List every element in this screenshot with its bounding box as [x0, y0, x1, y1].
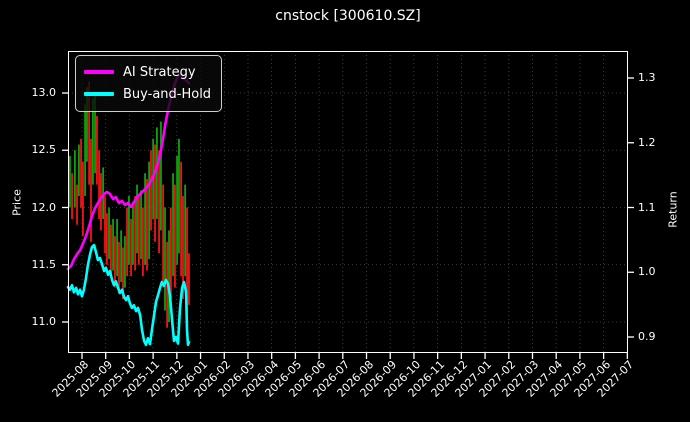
chart-title: cnstock [300610.SZ] — [275, 8, 421, 24]
price-tick-label: 12.5 — [31, 143, 57, 157]
buy-and-hold-line — [66, 243, 191, 347]
return-tick-label: 1.3 — [638, 71, 656, 84]
ai-strategy-line-swatch — [84, 70, 114, 74]
legend-label-ai-strategy: AI Strategy — [123, 64, 196, 80]
return-tick-label: 1.0 — [638, 265, 656, 279]
legend: AI Strategy Buy-and-Hold — [75, 55, 222, 112]
price-tick-label: 11.0 — [31, 315, 57, 328]
legend-label-buy-and-hold: Buy-and-Hold — [123, 86, 212, 102]
return-tick-label: 1.1 — [638, 200, 656, 214]
return-tick-label: 1.2 — [638, 135, 656, 149]
price-tick-label: 11.5 — [31, 257, 57, 271]
price-tick-label: 12.0 — [31, 200, 57, 214]
buy-and-hold-line-swatch — [84, 92, 114, 96]
price-tick-label: 13.0 — [31, 86, 57, 99]
return-tick-label: 0.9 — [638, 330, 656, 343]
legend-item-ai-strategy: AI Strategy — [84, 61, 211, 83]
y-axis-label-return: Return — [666, 191, 680, 228]
legend-item-buy-and-hold: Buy-and-Hold — [84, 83, 211, 105]
